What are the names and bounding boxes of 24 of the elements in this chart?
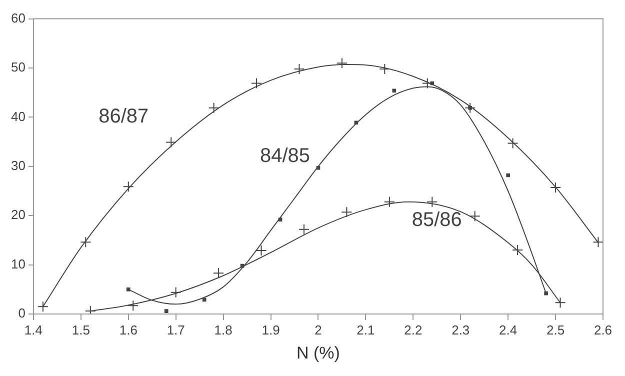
y-tick-label: 30 [10,158,26,173]
x-tick-label: 2.3 [452,322,470,338]
x-axis-title: N (%) [296,343,340,362]
x-tick-label: 2.2 [404,322,422,338]
x-tick-label: 2.5 [546,322,565,338]
y-tick-label: 20 [10,207,26,222]
series-label: 86/87 [98,106,149,128]
x-tick-label: 1.6 [119,322,138,338]
x-tick-label: 2.6 [594,322,612,338]
x-tick-label: 2.1 [356,322,375,338]
x-tick-label: 2 [314,322,322,338]
x-tick-label: 1.4 [24,322,42,338]
series-label: 85/86 [412,209,462,232]
y-tick-label: 60 [10,10,26,26]
x-tick-label: 1.5 [72,322,90,338]
y-tick-label: 0 [18,306,26,321]
x-tick-label: 1.8 [214,322,232,338]
x-tick-label: 2.4 [499,322,518,338]
y-tick-label: 50 [10,60,26,75]
series-label: 84/85 [260,145,310,168]
y-tick-label: 10 [10,256,26,272]
x-tick-label: 1.7 [166,322,185,338]
y-tick-label: 40 [10,108,26,124]
x-tick-label: 1.9 [262,322,280,338]
